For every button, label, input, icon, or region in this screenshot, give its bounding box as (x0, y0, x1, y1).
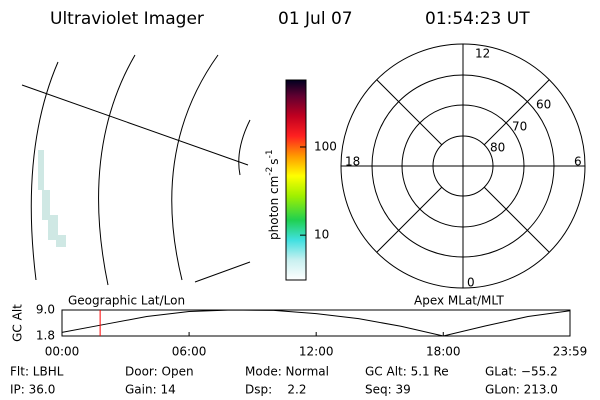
polar-label: 6 (574, 155, 582, 169)
status-field: Mode: Normal (245, 365, 329, 379)
time: 01:54:23 UT (425, 9, 530, 29)
date: 01 Jul 07 (278, 9, 353, 29)
status-field: IP: 36.0 (10, 383, 55, 397)
status-field: Seq: 39 (365, 383, 411, 397)
status-field: Door: Open (125, 365, 194, 379)
altitude-line (61, 309, 571, 337)
left-label: Geographic Lat/Lon (68, 294, 185, 308)
polar-label: 80 (490, 141, 505, 155)
polar-label: 70 (512, 120, 527, 134)
polar-label: 12 (475, 47, 490, 61)
x-tick-label: 00:00 (45, 345, 80, 359)
right-label: Apex MLat/MLT (414, 294, 504, 308)
x-tick-label: 23:59 (553, 345, 588, 359)
x-tick-label: 12:00 (299, 345, 334, 359)
status-field: Gain: 14 (125, 383, 176, 397)
y-axis-label: GC Alt (11, 304, 25, 342)
x-tick-label: 06:00 (172, 345, 207, 359)
status-field: GLon: 213.0 (485, 383, 558, 397)
status-field: Flt: LBHL (10, 365, 64, 379)
polar-label: 0 (467, 276, 475, 290)
y-tick-label: 1.8 (36, 329, 55, 343)
geo-map (21, 54, 251, 286)
polar-grid (340, 43, 586, 289)
x-tick-label: 18:00 (426, 345, 461, 359)
polar-label: 60 (536, 98, 551, 112)
colorbar-tick-label: 10 (314, 228, 329, 242)
status-field: GC Alt: 5.1 Re (365, 365, 449, 379)
colorbar-label: photon cm-2s-1 (265, 149, 281, 240)
colorbar (285, 79, 307, 281)
title: Ultraviolet Imager (50, 9, 204, 29)
status-field: GLat: −55.2 (485, 365, 558, 379)
status-field: Dsp: 2.2 (245, 383, 307, 397)
y-tick-label: 9.0 (36, 303, 55, 317)
colorbar-tick-label: 100 (314, 139, 337, 153)
polar-label: 18 (345, 155, 360, 169)
